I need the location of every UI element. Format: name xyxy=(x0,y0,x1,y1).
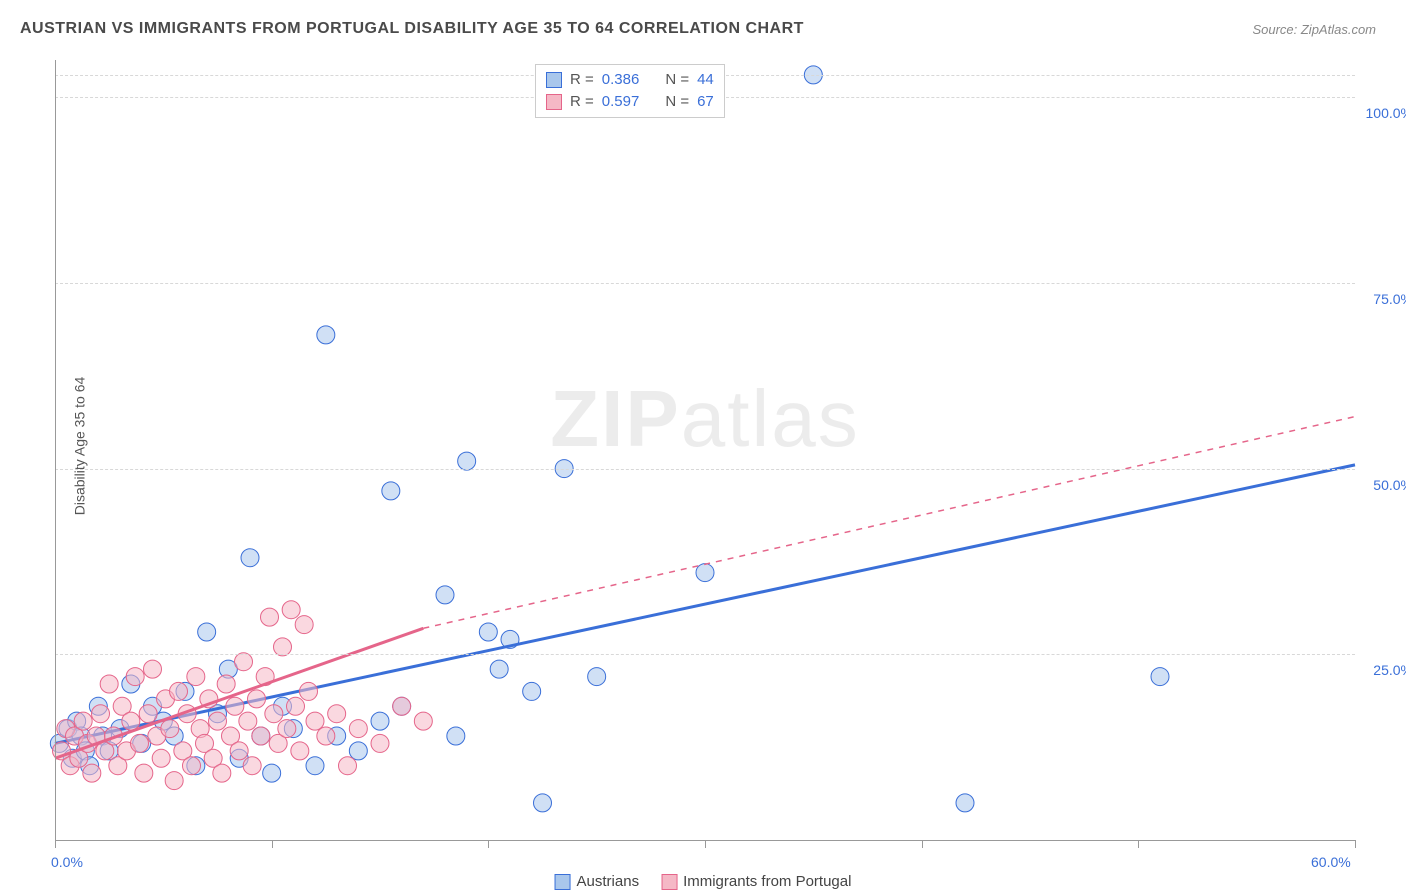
x-tick-label: 0.0% xyxy=(51,854,83,870)
stats-box: R = 0.386 N = 44 R = 0.597 N = 67 xyxy=(535,64,725,118)
source-label: Source: ZipAtlas.com xyxy=(1252,22,1376,37)
x-tick-mark xyxy=(1138,840,1139,848)
stat-n-value: 44 xyxy=(697,69,714,91)
x-tick-mark xyxy=(1355,840,1356,848)
x-tick-mark xyxy=(55,840,56,848)
grid-line xyxy=(55,283,1355,284)
legend-swatch xyxy=(555,874,571,890)
stats-row: R = 0.597 N = 67 xyxy=(546,91,714,113)
stat-r-value: 0.597 xyxy=(602,91,640,113)
bottom-legend: Austrians Immigrants from Portugal xyxy=(555,873,852,890)
legend-item: Immigrants from Portugal xyxy=(661,873,851,890)
y-tick-label: 75.0% xyxy=(1358,291,1406,307)
x-tick-label: 60.0% xyxy=(1311,854,1351,870)
legend-swatch xyxy=(546,72,562,88)
x-tick-mark xyxy=(272,840,273,848)
y-axis-line xyxy=(55,60,56,840)
legend-item: Austrians xyxy=(555,873,640,890)
y-tick-label: 50.0% xyxy=(1358,477,1406,493)
legend-swatch xyxy=(546,94,562,110)
legend-label: Austrians xyxy=(577,873,640,890)
y-tick-label: 25.0% xyxy=(1358,662,1406,678)
grid-line xyxy=(55,654,1355,655)
stat-r-label: R = xyxy=(570,91,594,113)
y-tick-label: 100.0% xyxy=(1358,105,1406,121)
stat-n-label: N = xyxy=(665,91,689,113)
axis-overlay: 25.0%50.0%75.0%100.0%0.0%60.0% xyxy=(55,60,1355,840)
grid-line xyxy=(55,469,1355,470)
chart-title: AUSTRIAN VS IMMIGRANTS FROM PORTUGAL DIS… xyxy=(20,20,804,38)
stat-r-label: R = xyxy=(570,69,594,91)
chart-plot-area: ZIPatlas 25.0%50.0%75.0%100.0%0.0%60.0% … xyxy=(55,60,1355,840)
stat-r-value: 0.386 xyxy=(602,69,640,91)
stat-n-value: 67 xyxy=(697,91,714,113)
stats-row: R = 0.386 N = 44 xyxy=(546,69,714,91)
x-tick-mark xyxy=(488,840,489,848)
stat-n-label: N = xyxy=(665,69,689,91)
x-tick-mark xyxy=(922,840,923,848)
legend-swatch xyxy=(661,874,677,890)
legend-label: Immigrants from Portugal xyxy=(683,873,851,890)
x-tick-mark xyxy=(705,840,706,848)
